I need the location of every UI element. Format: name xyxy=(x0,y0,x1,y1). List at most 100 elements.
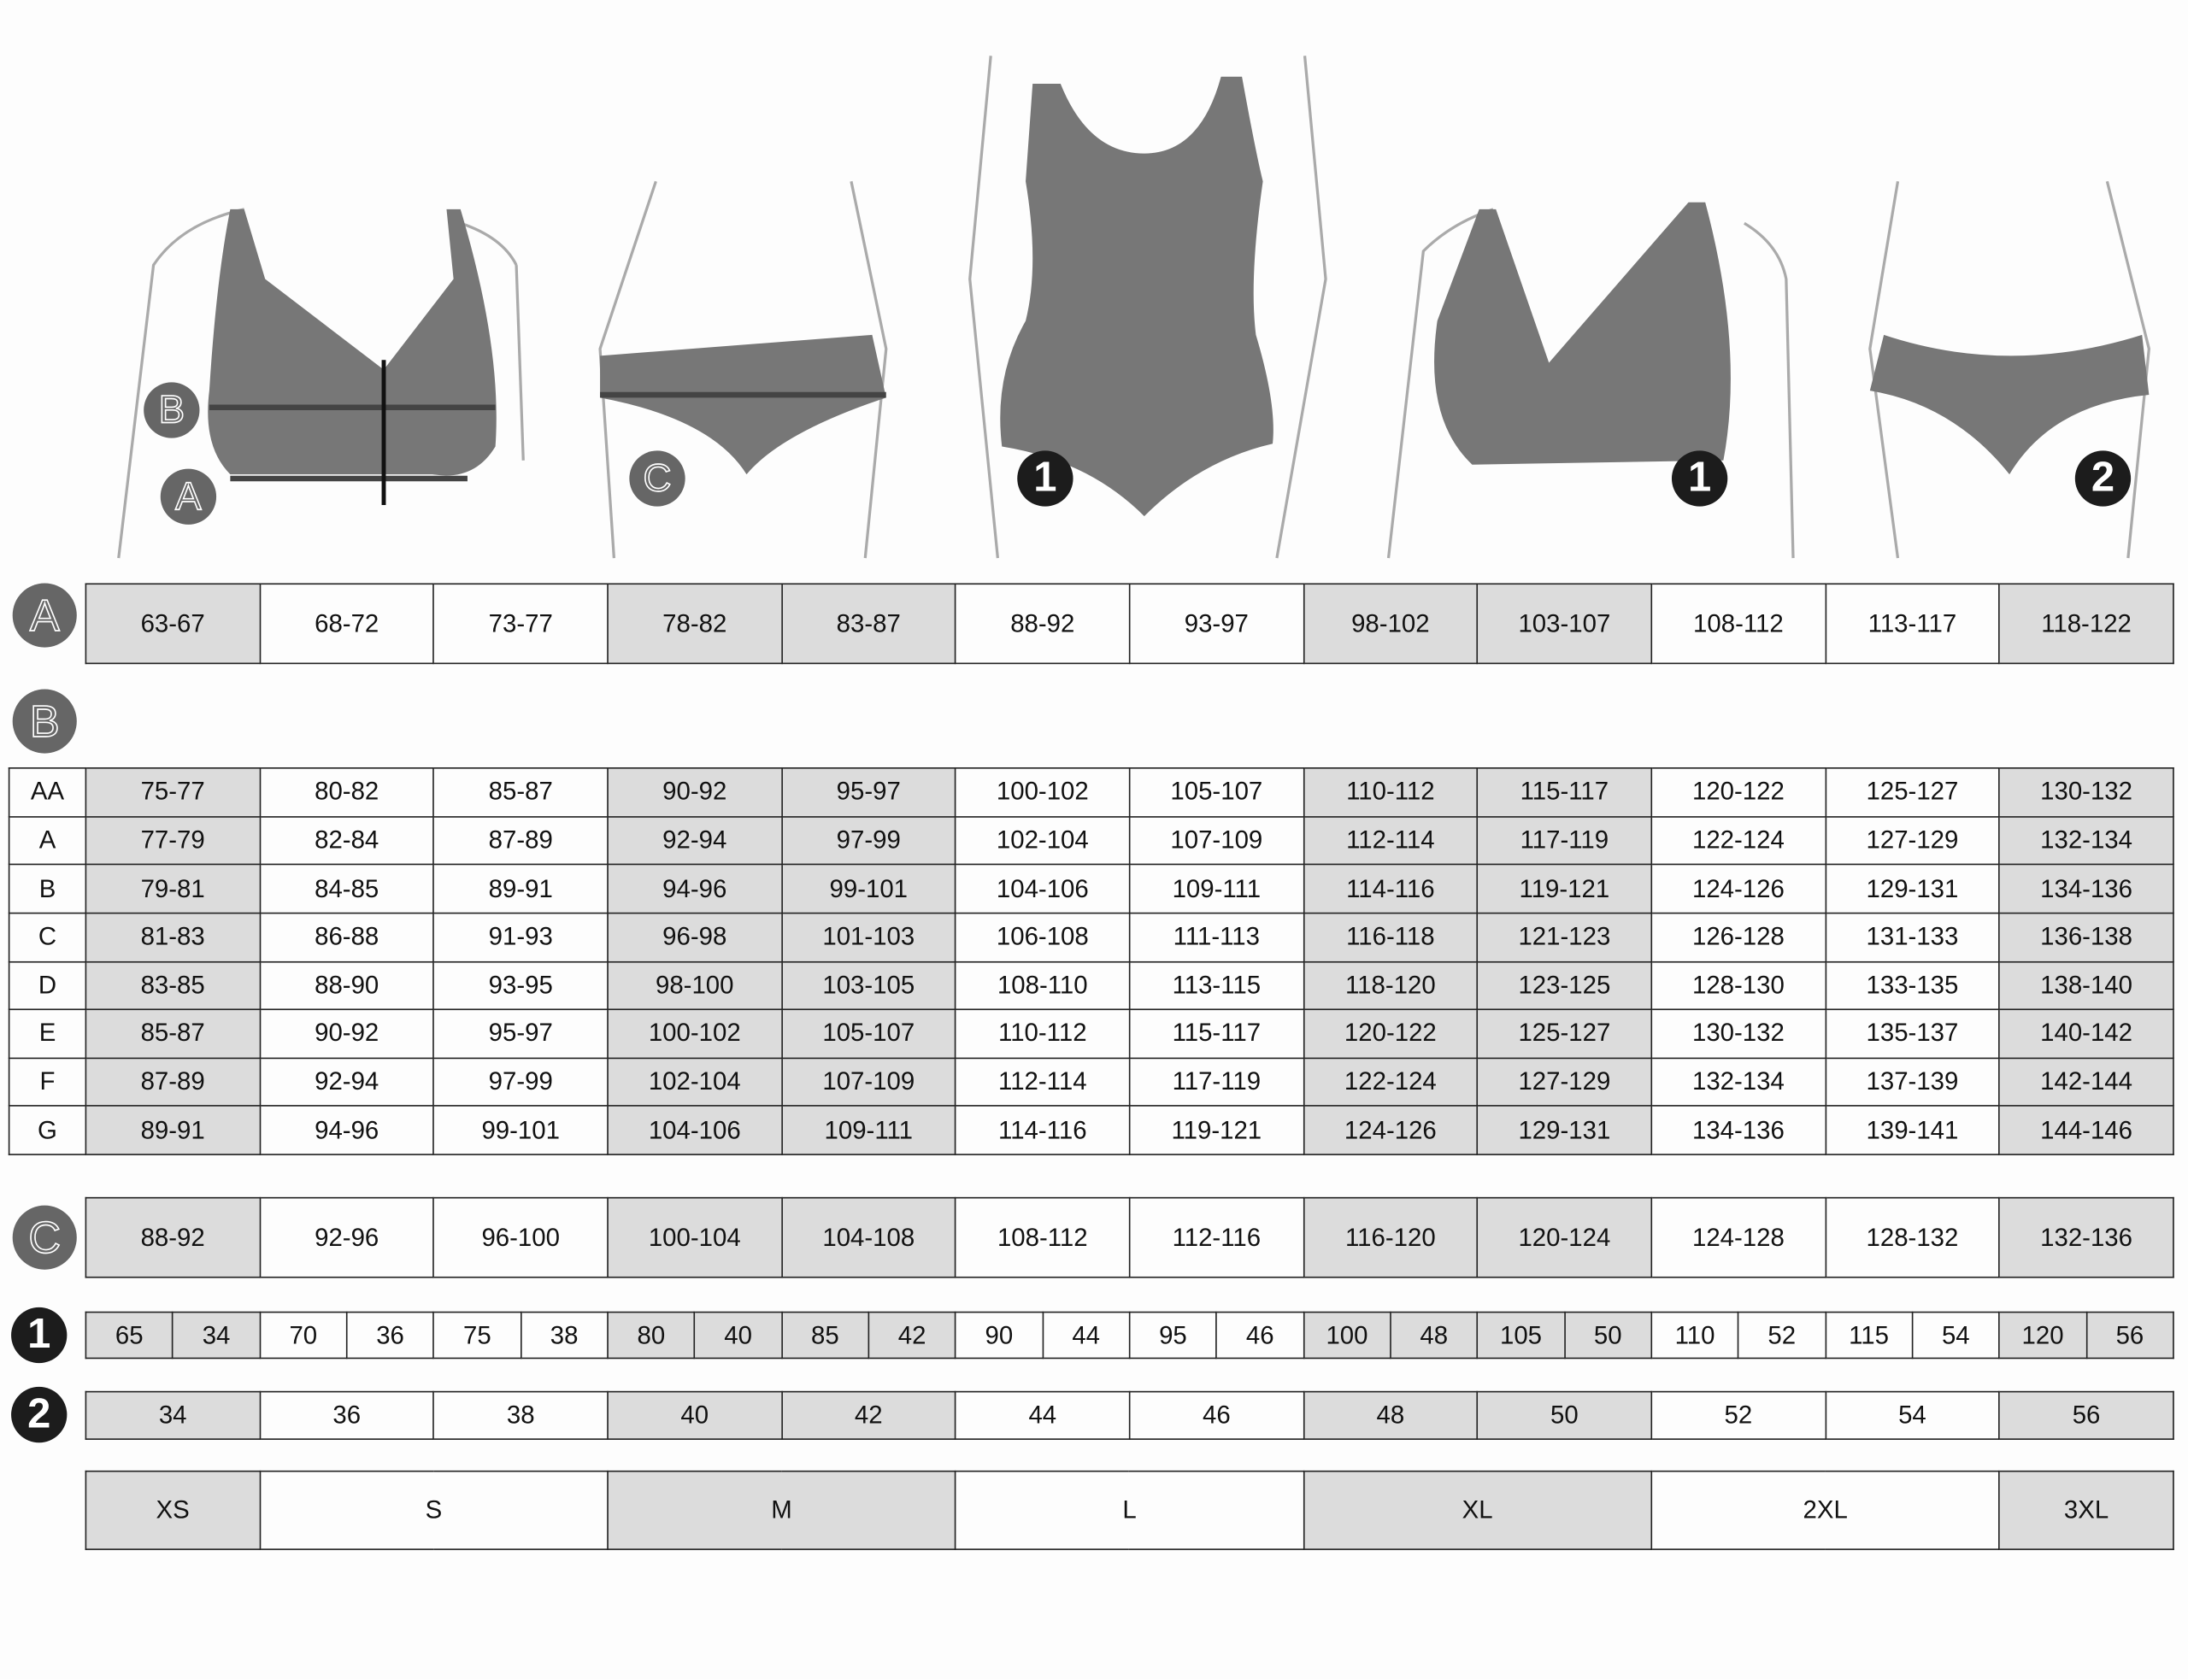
size-cell: 52 xyxy=(1650,1390,1826,1440)
size-cell: 38 xyxy=(520,1311,609,1360)
size-cell: 85-87 xyxy=(85,1008,261,1059)
size-cell: 117-119 xyxy=(1128,1057,1304,1107)
badge-2: 2 xyxy=(11,1386,68,1443)
size-cell: 112-114 xyxy=(955,1057,1131,1107)
cup-label: C xyxy=(8,912,87,962)
size-cell: 119-121 xyxy=(1476,864,1652,914)
size-1-table: 65 34 70 36 75 38 80 40 85 42 90 44 95 46 100 48 105 50 11… xyxy=(85,1311,2174,1360)
size-cell: 50 xyxy=(1563,1311,1652,1360)
size-cell: 144-146 xyxy=(1998,1105,2174,1155)
size-cell: 120-122 xyxy=(1650,767,1826,818)
cup-label: AA xyxy=(8,767,87,818)
size-cell: 96-100 xyxy=(432,1196,609,1278)
size-cell: 70 xyxy=(259,1311,348,1360)
badge-b-illustration: B xyxy=(144,382,200,438)
size-cell: 50 xyxy=(1476,1390,1652,1440)
size-cell: 113-117 xyxy=(1824,583,2001,665)
size-cell: 134-136 xyxy=(1650,1105,1826,1155)
size-cell: 100 xyxy=(1303,1311,1391,1360)
size-cell: 96-98 xyxy=(607,912,783,962)
size-cell: 88-92 xyxy=(85,1196,261,1278)
badge-c: C xyxy=(12,1205,77,1270)
size-cell: 95 xyxy=(1128,1311,1218,1360)
letter-size-cell: XL xyxy=(1303,1470,1652,1550)
size-cell: 78-82 xyxy=(607,583,783,665)
size-cell: 105-107 xyxy=(780,1008,956,1059)
size-cell: 98-102 xyxy=(1303,583,1479,665)
bra-garment xyxy=(208,209,497,476)
size-cell: 81-83 xyxy=(85,912,261,962)
cup-label: F xyxy=(8,1057,87,1107)
size-cell: 56 xyxy=(1998,1390,2174,1440)
size-cell: 120-124 xyxy=(1476,1196,1652,1278)
size-cell: 99-101 xyxy=(780,864,956,914)
size-cell: 48 xyxy=(1390,1311,1479,1360)
size-cell: 137-139 xyxy=(1824,1057,2001,1107)
size-cell: 68-72 xyxy=(259,583,435,665)
size-cell: 133-135 xyxy=(1824,960,2001,1011)
badge-c-illustration: C xyxy=(629,450,685,507)
size-cell: 80-82 xyxy=(259,767,435,818)
garment-shapes xyxy=(208,76,2150,517)
size-cell: 120-122 xyxy=(1303,1008,1479,1059)
size-cell: 36 xyxy=(259,1390,435,1440)
cup-label: A xyxy=(8,815,87,866)
size-cell: 125-127 xyxy=(1476,1008,1652,1059)
size-cell: 104-106 xyxy=(607,1105,783,1155)
size-cell: 34 xyxy=(85,1390,261,1440)
size-cell: 36 xyxy=(345,1311,435,1360)
size-cell: 139-141 xyxy=(1824,1105,2001,1155)
size-cell: 73-77 xyxy=(432,583,609,665)
size-cell: 54 xyxy=(1911,1311,2001,1360)
size-cell: 97-99 xyxy=(780,815,956,866)
size-cell: 110-112 xyxy=(1303,767,1479,818)
size-cell: 106-108 xyxy=(955,912,1131,962)
letter-size-cell: L xyxy=(955,1470,1304,1550)
size-cell: 115 xyxy=(1824,1311,1914,1360)
size-cell: 63-67 xyxy=(85,583,261,665)
size-cell: 132-136 xyxy=(1998,1196,2174,1278)
size-cell: 99-101 xyxy=(432,1105,609,1155)
size-cell: 108-112 xyxy=(1650,583,1826,665)
size-cell: 100-102 xyxy=(607,1008,783,1059)
size-cell: 105 xyxy=(1476,1311,1566,1360)
size-cell: 40 xyxy=(607,1390,783,1440)
size-cell: 105-107 xyxy=(1128,767,1304,818)
letter-size-cell: XS xyxy=(85,1470,261,1550)
table-row: 34 36 38 40 42 44 46 48 50 52 54 56 xyxy=(85,1390,2174,1440)
size-cell: 113-115 xyxy=(1128,960,1304,1011)
size-cell: 142-144 xyxy=(1998,1057,2174,1107)
underbust-table: 63-67 68-72 73-77 78-82 83-87 88-92 93-97 98-10… xyxy=(85,583,2174,665)
size-cell: 92-94 xyxy=(607,815,783,866)
size-cell: 85 xyxy=(780,1311,870,1360)
badge-a-illustration: A xyxy=(160,468,217,525)
size-cell: 42 xyxy=(780,1390,956,1440)
cup-label: E xyxy=(8,1008,87,1059)
badge-1-illustration: 1 xyxy=(1017,450,1073,507)
size-cell: 85-87 xyxy=(432,767,609,818)
size-cell: 82-84 xyxy=(259,815,435,866)
size-cell: 120 xyxy=(1998,1311,2087,1360)
bra-garment-2 xyxy=(1434,202,1731,465)
size-cell: 40 xyxy=(693,1311,783,1360)
size-cell: 122-124 xyxy=(1303,1057,1479,1107)
size-cell: 84-85 xyxy=(259,864,435,914)
size-cell: 124-128 xyxy=(1650,1196,1826,1278)
size-cell: 138-140 xyxy=(1998,960,2174,1011)
brief-garment-2 xyxy=(1869,334,2150,475)
size-cell: 131-133 xyxy=(1824,912,2001,962)
size-cell: 80 xyxy=(607,1311,696,1360)
size-cell: 132-134 xyxy=(1650,1057,1826,1107)
badge-1: 1 xyxy=(11,1307,68,1364)
size-cell: 88-90 xyxy=(259,960,435,1011)
size-cell: 44 xyxy=(1041,1311,1131,1360)
size-cell: 95-97 xyxy=(780,767,956,818)
size-cell: 102-104 xyxy=(955,815,1131,866)
size-cell: 97-99 xyxy=(432,1057,609,1107)
size-cell: 103-107 xyxy=(1476,583,1652,665)
size-cell: 121-123 xyxy=(1476,912,1652,962)
size-cell: 38 xyxy=(432,1390,609,1440)
size-cell: 123-125 xyxy=(1476,960,1652,1011)
size-cell: 104-106 xyxy=(955,864,1131,914)
